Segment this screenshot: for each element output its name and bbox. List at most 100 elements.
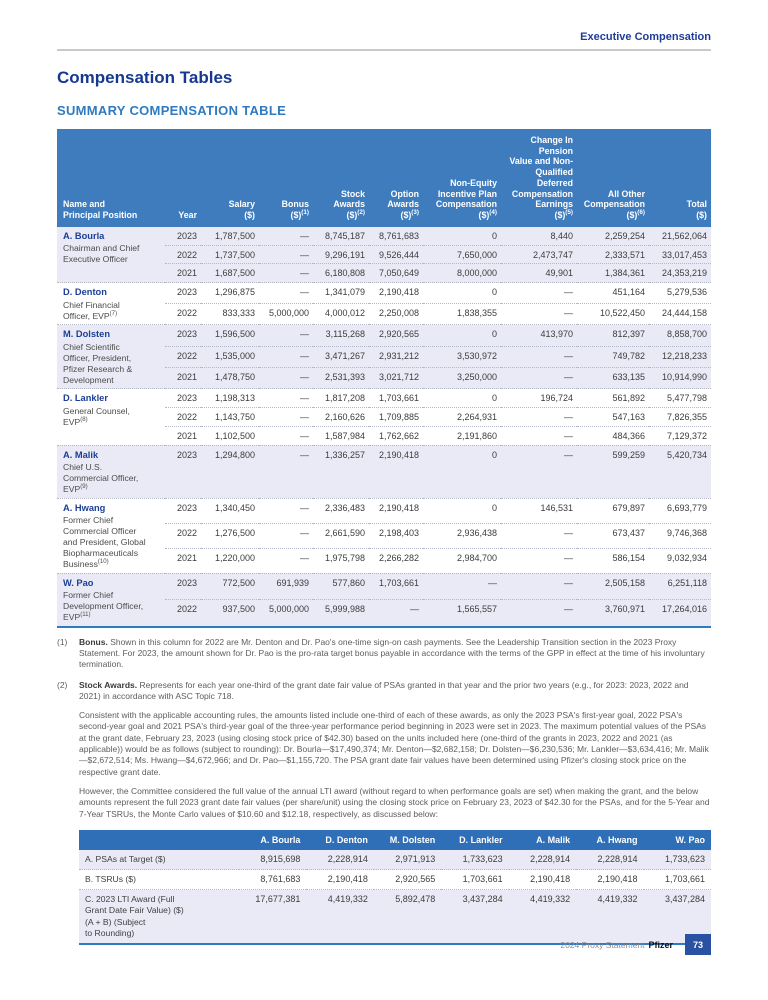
footnote-2-paragraph-2: However, the Committee considered the fu… (79, 785, 710, 819)
col-header-all-other: All Other Compensation ($)(6) (577, 129, 649, 227)
cell-non-equity: 2,264,931 (423, 407, 501, 427)
table-row: A. Hwang Former Chief Commercial Officer… (57, 497, 711, 574)
col-header-total: Total ($) (649, 129, 711, 227)
footnote-ref: (11) (80, 610, 91, 618)
cell-pension: — (501, 572, 577, 600)
table-row: 2022 937,500 5,000,000 5,999,988 — 1,565… (57, 598, 711, 627)
cell-total: 33,017,453 (649, 244, 711, 264)
cell-option-awards: 2,931,212 (369, 345, 423, 368)
col-header-stock-awards: Stock Awards ($)(2) (313, 129, 369, 227)
cell-total: 7,826,355 (649, 407, 711, 427)
executive-name: A. Hwang (63, 502, 106, 513)
cell-stock-awards: 2,160,626 (313, 407, 369, 427)
cell-bonus: — (259, 425, 313, 446)
cell-all-other: 633,135 (577, 366, 649, 389)
cell-non-equity: — (423, 572, 501, 600)
cell-total: 12,218,233 (649, 345, 711, 368)
cell-all-other: 812,397 (577, 324, 649, 347)
table-row: 2022 1,737,500 — 9,296,191 9,526,444 7,6… (57, 244, 711, 264)
col-header-year: Year (165, 129, 201, 227)
cell-salary: 1,687,500 (201, 263, 259, 283)
cell-pension: — (501, 366, 577, 389)
table-row: 2021 1,478,750 — 2,531,393 3,021,712 3,2… (57, 366, 711, 389)
cell-option-awards: 7,050,649 (369, 263, 423, 283)
lti-cell: 2,228,914 (306, 849, 374, 870)
cell-non-equity: 2,984,700 (423, 547, 501, 574)
footer-statement: 2024 Proxy Statement (560, 939, 645, 950)
lti-row-label: C. 2023 LTI Award (Full Grant Date Fair … (79, 889, 239, 944)
cell-option-awards: 2,198,403 (369, 522, 423, 549)
cell-all-other: 2,505,158 (577, 572, 649, 600)
executive-title: General Counsel, EVP(8) (63, 405, 130, 427)
col-header-non-equity: Non-Equity Incentive Plan Compensation (… (423, 129, 501, 227)
cell-bonus: — (259, 497, 313, 524)
footnote-ref: (2) (357, 209, 365, 217)
cell-salary: 1,276,500 (201, 522, 259, 549)
footnote-lead: Stock Awards. (79, 679, 138, 690)
footnote-text: Stock Awards. Represents for each year o… (79, 679, 689, 701)
cell-year: 2021 (165, 366, 201, 389)
cell-bonus: — (259, 444, 313, 499)
cell-pension: 146,531 (501, 497, 577, 524)
lti-cell: 4,419,332 (306, 889, 374, 944)
cell-salary: 1,294,800 (201, 444, 259, 499)
table-header-row: Name and Principal Position Year Salary … (57, 129, 711, 227)
col-header-name: Name and Principal Position (57, 129, 165, 227)
cell-stock-awards: 2,661,590 (313, 522, 369, 549)
footnote-ref: (3) (411, 209, 419, 217)
cell-total: 5,420,734 (649, 444, 711, 499)
cell-pension: — (501, 282, 577, 304)
lti-header-row: A. Bourla D. Denton M. Dolsten D. Lankle… (79, 829, 711, 850)
cell-option-awards: — (369, 598, 423, 627)
summary-compensation-table: Name and Principal Position Year Salary … (57, 129, 711, 628)
executive-name-cell: W. Pao Former Chief Development Officer,… (57, 572, 165, 627)
cell-pension: — (501, 522, 577, 549)
cell-option-awards: 2,250,008 (369, 303, 423, 325)
cell-stock-awards: 8,745,187 (313, 226, 369, 246)
cell-all-other: 484,366 (577, 425, 649, 446)
footnote-text: Bonus. Shown in this column for 2022 are… (79, 636, 705, 670)
cell-salary: 1,535,000 (201, 345, 259, 368)
footnote-ref: (6) (637, 209, 645, 217)
table-row: 2021 1,687,500 — 6,180,808 7,050,649 8,0… (57, 263, 711, 283)
lti-cell: 2,190,418 (306, 869, 374, 890)
cell-year: 2023 (165, 226, 201, 246)
lti-col-malik: A. Malik (508, 829, 577, 850)
footnote-ref: (10) (97, 557, 109, 565)
cell-total: 5,279,536 (649, 282, 711, 304)
cell-stock-awards: 2,336,483 (313, 497, 369, 524)
footer-brand: Pfizer (648, 939, 673, 950)
cell-option-awards: 2,190,418 (369, 444, 423, 499)
cell-salary: 1,198,313 (201, 388, 259, 408)
cell-option-awards: 2,266,282 (369, 547, 423, 574)
exec-group-bourla: A. Bourla Chairman and Chief Executive O… (57, 226, 711, 283)
col-header-pension: Change In Pension Value and Non- Qualifi… (501, 129, 577, 227)
cell-non-equity: 0 (423, 226, 501, 246)
lti-corner-cell (79, 829, 239, 850)
executive-name: A. Malik (63, 449, 99, 460)
cell-bonus: — (259, 263, 313, 283)
cell-option-awards: 8,761,683 (369, 226, 423, 246)
cell-year: 2022 (165, 407, 201, 427)
cell-option-awards: 3,021,712 (369, 366, 423, 389)
lti-row-psas: A. PSAs at Target ($) 8,915,698 2,228,91… (79, 849, 711, 870)
cell-year: 2023 (165, 497, 201, 524)
executive-name-cell: A. Bourla Chairman and Chief Executive O… (57, 226, 165, 283)
footnote-number: (2) (57, 679, 68, 690)
cell-stock-awards: 9,296,191 (313, 244, 369, 264)
footnote-ref: (7) (109, 309, 118, 317)
executive-title: Chief U.S. Commercial Officer, EVP(9) (63, 462, 139, 494)
cell-bonus: 691,939 (259, 572, 313, 600)
cell-bonus: — (259, 226, 313, 246)
cell-total: 24,444,158 (649, 303, 711, 325)
executive-name: W. Pao (63, 577, 94, 588)
table-row: 2021 1,102,500 — 1,587,984 1,762,662 2,1… (57, 425, 711, 446)
cell-non-equity: 0 (423, 388, 501, 408)
cell-pension: 196,724 (501, 388, 577, 408)
col-header-salary: Salary ($) (201, 129, 259, 227)
executive-name-cell: M. Dolsten Chief Scientific Officer, Pre… (57, 324, 165, 389)
cell-stock-awards: 1,975,798 (313, 547, 369, 574)
cell-total: 9,746,368 (649, 522, 711, 549)
cell-pension: 413,970 (501, 324, 577, 347)
cell-non-equity: 1,565,557 (423, 598, 501, 627)
